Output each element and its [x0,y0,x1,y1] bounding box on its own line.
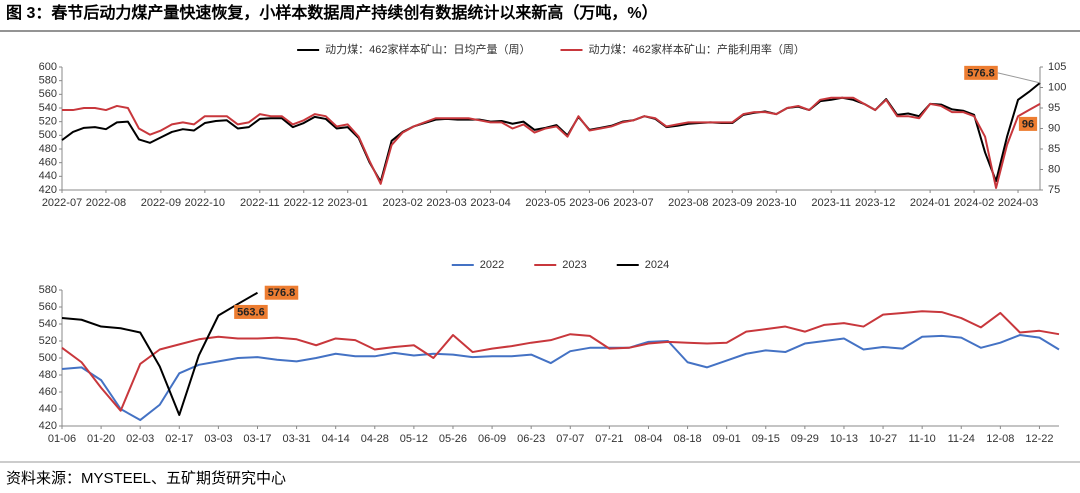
x-tick-label: 2022-09 [141,197,181,209]
x-tick-label: 2023-01 [328,197,368,209]
x-tick-label: 2024-01 [910,197,950,209]
legend-label: 2022 [480,259,504,271]
y2-tick-label: 85 [1048,143,1060,155]
x-tick-label: 2024-03 [998,197,1038,209]
data-label-box [1018,116,1038,131]
y-tick-label: 560 [39,88,57,100]
series-line [61,310,1060,412]
x-tick-label: 09-15 [752,433,780,445]
legend-label: 2024 [645,259,669,271]
series-line [62,96,1041,189]
x-tick-label: 06-09 [478,433,506,445]
y-tick-label: 600 [39,61,57,73]
y2-tick-label: 75 [1048,184,1060,196]
x-tick-label: 2022-11 [240,197,280,209]
x-tick-label: 2023-05 [525,197,565,209]
x-tick-label: 01-06 [48,433,76,445]
x-tick-label: 12-08 [986,433,1014,445]
y2-tick-label: 80 [1048,163,1060,175]
y2-tick-label: 105 [1048,61,1066,73]
x-tick-label: 2023-12 [855,197,895,209]
y-tick-label: 440 [39,403,57,415]
x-tick-label: 2023-02 [382,197,422,209]
source: 资料来源：MYSTEEL、五矿期货研究中心 [6,470,286,487]
series-line [61,82,1041,183]
y-tick-label: 580 [39,284,57,296]
y2-tick-label: 90 [1048,122,1060,134]
x-tick-label: 2023-06 [569,197,609,209]
y-tick-label: 520 [39,116,57,128]
y-tick-label: 420 [39,420,57,432]
y2-tick-label: 100 [1048,81,1066,93]
x-tick-label: 2023-09 [712,197,752,209]
y-tick-label: 460 [39,386,57,398]
x-tick-label: 04-14 [322,433,350,445]
y-tick-label: 460 [39,157,57,169]
x-tick-label: 03-17 [243,433,271,445]
y-tick-label: 580 [39,75,57,87]
x-tick-label: 08-18 [673,433,701,445]
x-tick-label: 05-12 [400,433,428,445]
x-tick-label: 05-26 [439,433,467,445]
x-tick-label: 2023-11 [811,197,851,209]
legend-label: 动力煤：462家样本矿山：产能利用率（周） [589,42,805,56]
x-tick-label: 10-27 [869,433,897,445]
data-label: 96 [1022,118,1034,130]
series-line [61,334,1060,422]
data-label-box [234,304,268,319]
legend-label: 2023 [562,259,586,271]
x-tick-label: 02-03 [126,433,154,445]
label-leader [997,72,1041,84]
series-line [61,291,258,416]
legend-label: 动力煤：462家样本矿山：日均产量（周） [325,42,530,56]
y-tick-label: 500 [39,129,57,141]
x-tick-label: 2023-07 [613,197,653,209]
x-tick-label: 07-21 [595,433,623,445]
x-tick-label: 03-03 [204,433,232,445]
data-label: 576.8 [268,287,296,299]
x-tick-label: 04-28 [361,433,389,445]
y-tick-label: 420 [39,184,57,196]
x-tick-label: 2022-10 [185,197,225,209]
x-tick-label: 02-17 [165,433,193,445]
y-tick-label: 440 [39,170,57,182]
x-tick-label: 2022-12 [284,197,324,209]
x-tick-label: 2023-08 [668,197,708,209]
y-tick-label: 500 [39,352,57,364]
x-tick-label: 11-24 [948,433,975,445]
x-tick-label: 11-10 [908,433,935,445]
data-label: 576.8 [967,67,995,79]
data-label-box [264,285,299,300]
y-tick-label: 540 [39,102,57,114]
x-tick-label: 2023-10 [756,197,796,209]
y-tick-label: 540 [39,318,57,330]
x-tick-label: 07-07 [556,433,584,445]
x-tick-label: 09-29 [791,433,819,445]
x-tick-label: 2023-03 [426,197,466,209]
x-tick-label: 09-01 [713,433,741,445]
x-tick-label: 2023-04 [470,197,510,209]
x-tick-label: 10-13 [830,433,858,445]
data-label: 563.6 [237,306,265,318]
y-tick-label: 480 [39,369,57,381]
title: 图 3：春节后动力煤产量快速恢复，小样本数据周产持续创有数据统计以来新高（万吨，… [6,3,658,22]
y-tick-label: 480 [39,143,57,155]
x-tick-label: 2024-02 [954,197,994,209]
x-tick-label: 2022-07 [42,197,82,209]
y-tick-label: 560 [39,301,57,313]
x-tick-label: 08-04 [634,433,662,445]
x-tick-label: 12-22 [1025,433,1053,445]
x-tick-label: 03-31 [283,433,311,445]
y-tick-label: 520 [39,335,57,347]
data-label-box [964,65,998,80]
y2-tick-label: 95 [1048,102,1060,114]
x-tick-label: 2022-08 [86,197,126,209]
x-tick-label: 01-20 [87,433,115,445]
x-tick-label: 06-23 [517,433,545,445]
